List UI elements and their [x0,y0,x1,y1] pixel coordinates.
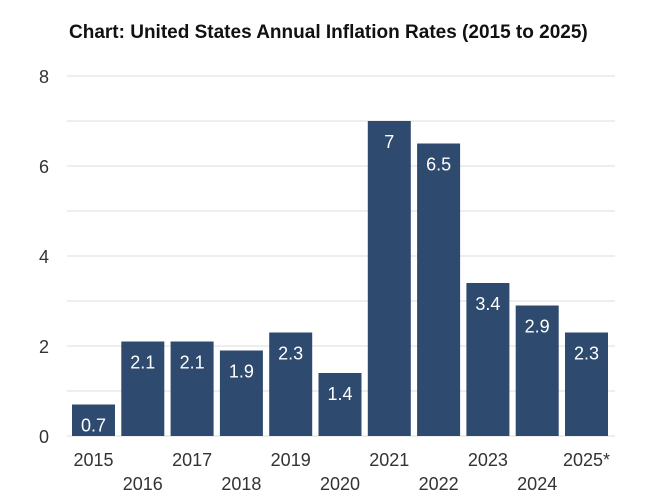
x-tick-label: 2025* [563,450,610,470]
x-tick-label: 2022 [419,474,459,494]
bar-2022 [417,143,461,436]
y-tick-label: 4 [39,247,49,267]
bar-2024 [515,305,559,436]
bar-value-label: 2.3 [574,344,599,364]
bar-2019 [269,332,313,436]
x-tick-label: 2023 [468,450,508,470]
bar-value-label: 0.7 [81,416,106,436]
x-tick-label: 2015 [73,450,113,470]
x-tick-label: 2017 [172,450,212,470]
y-axis-ticks: 0 2 4 6 8 [39,67,49,447]
x-tick-label: 2016 [123,474,163,494]
bar-2021 [367,121,411,436]
bar-value-label: 1.4 [327,384,352,404]
x-tick-label: 2020 [320,474,360,494]
bar-value-label: 2.3 [278,344,303,364]
bar-value-label: 2.1 [130,353,155,373]
bar-value-label: 2.1 [180,353,205,373]
bar-2018 [219,350,263,436]
y-tick-label: 2 [39,337,49,357]
x-tick-label: 2024 [517,474,557,494]
y-tick-label: 0 [39,427,49,447]
x-tick-label: 2021 [369,450,409,470]
chart-title: Chart: United States Annual Inflation Ra… [69,22,588,43]
bar-2016 [121,341,165,436]
bars: 0.7 2.1 2.1 1.9 2.3 1.4 7 6.5 3.4 2.9 2.3 [72,121,608,436]
y-tick-label: 6 [39,157,49,177]
bar-2020 [318,373,362,436]
bar-value-label: 6.5 [426,155,451,175]
bar-value-label: 3.4 [475,294,500,314]
bar-value-label: 1.9 [229,362,254,382]
bar-2015 [72,404,115,436]
x-tick-label: 2018 [221,474,261,494]
y-tick-label: 8 [39,67,49,87]
bar-2025* [565,332,608,436]
bar-value-label: 7 [384,132,394,152]
bar-2023 [466,283,510,436]
x-tick-label: 2019 [271,450,311,470]
bar-value-label: 2.9 [525,317,550,337]
x-axis-ticks: 2015 2016 2017 2018 2019 2020 2021 2022 2023 2024… [73,450,610,494]
bar-2017 [170,341,214,436]
